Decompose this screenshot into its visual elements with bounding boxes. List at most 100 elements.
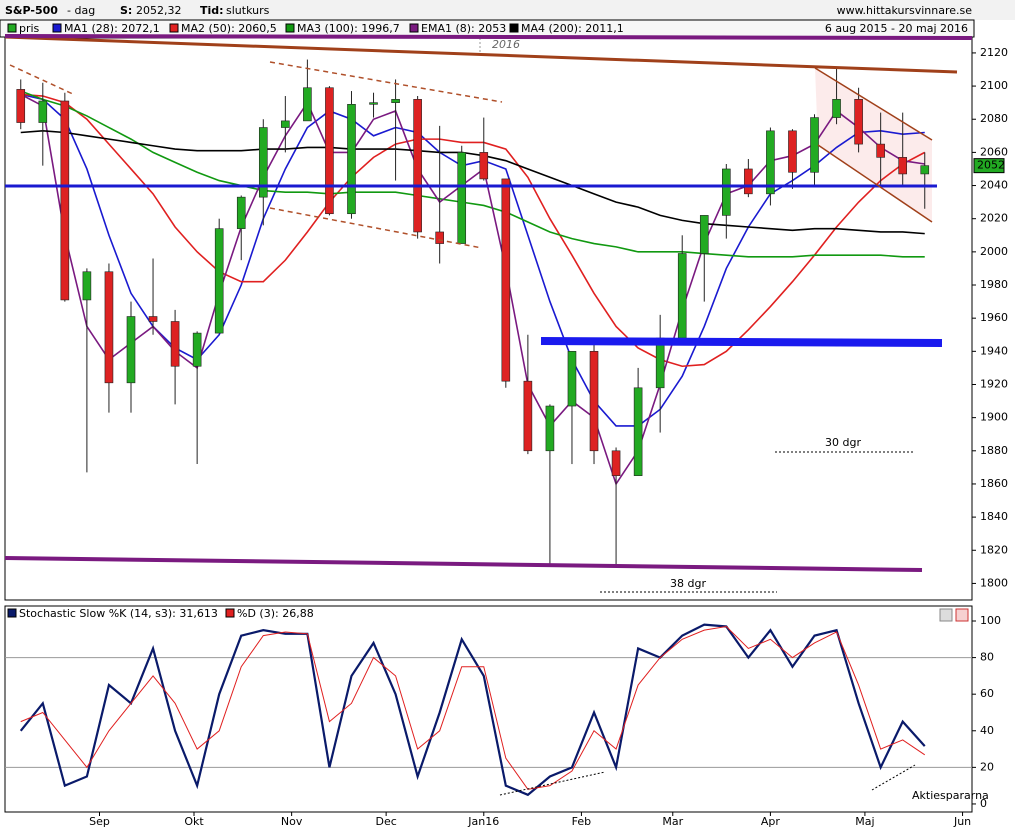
date-range: 6 aug 2015 - 20 maj 2016 xyxy=(825,22,968,35)
y-tick-label: 100 xyxy=(980,614,1001,627)
y-tick-label: 60 xyxy=(980,687,994,700)
s-label: S: xyxy=(120,4,132,17)
candle-body xyxy=(325,87,334,215)
x-tick-label: Feb xyxy=(572,815,591,828)
legend-label: MA2 (50): 2060,5 xyxy=(181,22,277,35)
candle-body xyxy=(501,178,511,382)
candle-body xyxy=(391,99,400,103)
candle-body xyxy=(170,321,180,367)
candle-body xyxy=(303,87,312,122)
candle-body xyxy=(567,351,577,407)
y-tick-label: 2080 xyxy=(980,112,1008,125)
legend-swatch xyxy=(7,608,17,618)
y-tick-label: 1960 xyxy=(980,311,1008,324)
y-tick-label: 1900 xyxy=(980,411,1008,424)
x-tick-label: Nov xyxy=(281,815,303,828)
candle-body xyxy=(766,130,775,195)
y-tick-label: 1940 xyxy=(980,344,1008,357)
close-button[interactable] xyxy=(955,608,969,622)
legend-label: MA1 (28): 2072,1 xyxy=(64,22,160,35)
y-tick-label: 1800 xyxy=(980,576,1008,589)
legend-swatch xyxy=(409,23,419,33)
candle-body xyxy=(148,316,158,322)
overlays: 2016 30 dgr 38 dgr Aktiespararna xyxy=(4,34,989,802)
x-tick-label: Jan16 xyxy=(467,815,499,828)
legend-swatch xyxy=(7,23,17,33)
y-tick-label: 0 xyxy=(980,797,987,810)
candle-body xyxy=(281,120,290,128)
last-price-box xyxy=(973,158,1005,174)
candle-body xyxy=(589,351,599,452)
marks: 1800 1820 1840 1860 1880 1900 1920 1940 1960 1980… xyxy=(5,46,1008,828)
symbol: S&P-500 xyxy=(5,4,58,17)
x-tick-label: Sep xyxy=(89,815,110,828)
s-value: 2052,32 xyxy=(136,4,182,17)
x-tick-label: Mar xyxy=(662,815,683,828)
y-tick-label: 1880 xyxy=(980,444,1008,457)
header-bar xyxy=(0,0,1015,20)
site: www.hittakursvinnare.se xyxy=(837,4,973,17)
candle-body xyxy=(104,271,114,384)
y-tick-label: 1920 xyxy=(980,377,1008,390)
trend-line xyxy=(9,64,76,96)
y-tick-label: 2020 xyxy=(980,212,1008,225)
candle-body xyxy=(236,196,246,229)
y-tick-label: 2040 xyxy=(980,179,1008,192)
trend-line xyxy=(4,35,958,74)
legend-label: EMA1 (8): 2053 xyxy=(421,22,506,35)
legend-label: pris xyxy=(19,22,40,35)
trend-line xyxy=(4,556,923,572)
channel-line xyxy=(814,67,933,141)
y-tick-label: 1980 xyxy=(980,278,1008,291)
candle-body xyxy=(347,104,356,215)
tid-label: Tid: xyxy=(200,4,224,17)
legend-label: MA4 (200): 2011,1 xyxy=(521,22,624,35)
legend-swatch xyxy=(509,23,519,33)
candle-body xyxy=(699,215,709,254)
year-label: 2016 xyxy=(492,38,520,51)
candle-body xyxy=(722,168,731,216)
annotation: 38 dgr xyxy=(670,577,706,590)
candle-body xyxy=(369,102,378,105)
y-tick-label: 40 xyxy=(980,724,994,737)
legend-swatch xyxy=(52,23,62,33)
x-tick-label: Dec xyxy=(375,815,396,828)
legend-swatch xyxy=(169,23,179,33)
trend-line xyxy=(269,61,503,103)
settings-button[interactable] xyxy=(939,608,953,622)
y-tick-label: 2100 xyxy=(980,79,1008,92)
legend-label: Stochastic Slow %K (14, s3): 31,613 xyxy=(19,607,218,620)
series-line xyxy=(20,625,926,790)
candle-body xyxy=(457,152,467,244)
footer: Aktiespararna xyxy=(912,789,989,802)
candle-body xyxy=(214,228,224,334)
candle-body xyxy=(192,332,202,367)
candle-body xyxy=(810,117,819,173)
candle-body xyxy=(545,405,555,452)
candle-body xyxy=(126,316,136,384)
y-tick-label: 2060 xyxy=(980,145,1008,158)
y-tick-label: 2120 xyxy=(980,46,1008,59)
candle-body xyxy=(60,100,70,301)
candle-body xyxy=(258,127,268,198)
candle-body xyxy=(413,99,422,233)
channel-line xyxy=(817,144,933,223)
candle-body xyxy=(38,100,48,123)
candle-body xyxy=(744,168,753,195)
candle-body xyxy=(435,231,444,244)
x-tick-label: Maj xyxy=(855,815,874,828)
x-tick-label: Apr xyxy=(761,815,781,828)
candle-body xyxy=(16,89,26,123)
legend-label: %D (3): 26,88 xyxy=(237,607,314,620)
candle-body xyxy=(854,99,863,145)
candle-body xyxy=(523,380,533,452)
arrow xyxy=(499,771,606,796)
y-tick-label: 1840 xyxy=(980,510,1008,523)
arrow xyxy=(871,764,916,791)
last-price-label: 2052 xyxy=(977,159,1005,172)
series-line xyxy=(20,130,925,235)
support-line xyxy=(540,337,943,347)
annotation: 30 dgr xyxy=(825,436,861,449)
series-line xyxy=(19,623,926,797)
